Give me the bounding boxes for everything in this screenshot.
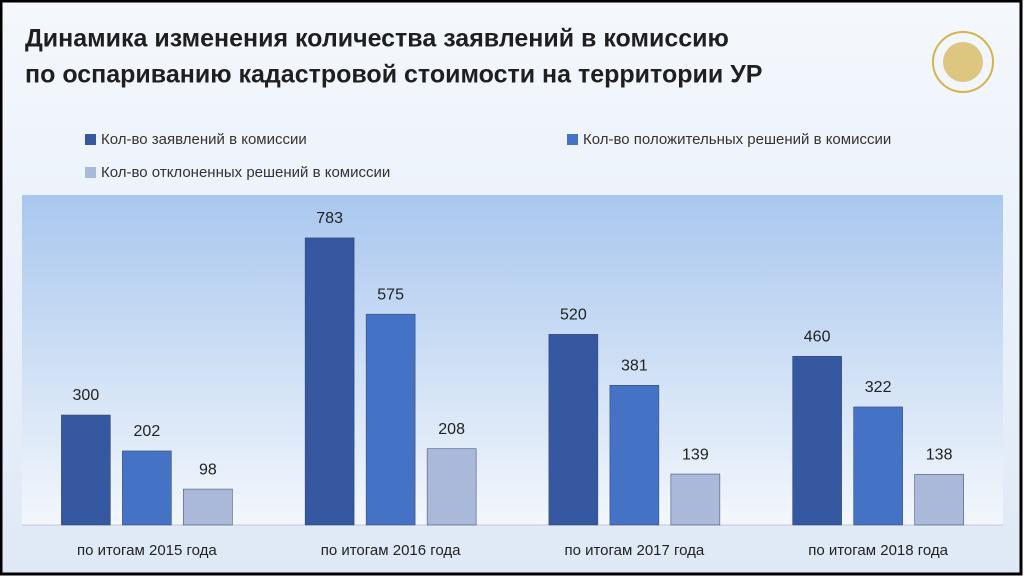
value-label: 520 [560, 307, 587, 324]
x-tick-label: по итогам 2018 года [808, 542, 948, 559]
bar [426, 448, 477, 526]
chart-title: по оспариванию кадастровой стоимости на … [25, 61, 762, 89]
value-label: 139 [682, 446, 709, 463]
x-tick-label: по итогам 2017 года [564, 542, 704, 559]
x-tick-label: по итогам 2015 года [77, 542, 217, 559]
value-label: 322 [865, 379, 892, 396]
value-label: 138 [926, 447, 953, 464]
bar [548, 334, 599, 526]
legend-label: Кол-во положительных решений в комиссии [583, 131, 891, 148]
bar [609, 385, 660, 526]
logo [932, 31, 994, 93]
bar [183, 488, 233, 526]
legend-label: Кол-во заявлений в комиссии [101, 131, 307, 148]
legend-label: Кол-во отклоненных решений в комиссии [101, 164, 390, 181]
value-label: 381 [621, 358, 648, 375]
chart: Кол-во заявлений в комиссии Кол-во положи… [22, 131, 1003, 559]
value-label: 208 [438, 421, 465, 438]
value-label: 300 [73, 387, 100, 404]
bar [853, 406, 903, 526]
bar [61, 414, 111, 526]
value-label: 783 [316, 210, 343, 227]
bar [914, 474, 964, 526]
x-tick-label: по итогам 2016 года [321, 542, 461, 559]
bar [304, 237, 355, 526]
bar [122, 450, 172, 526]
chart-title: Динамика изменения количества заявлений … [25, 25, 729, 53]
legend-swatch [85, 134, 96, 145]
bar [792, 356, 842, 526]
bar [670, 473, 721, 526]
value-label: 575 [377, 286, 404, 303]
value-label: 98 [199, 461, 217, 478]
legend-swatch [85, 167, 96, 178]
legend-swatch [567, 134, 578, 145]
value-label: 460 [804, 329, 831, 346]
bar [365, 313, 416, 526]
value-label: 202 [134, 423, 161, 440]
